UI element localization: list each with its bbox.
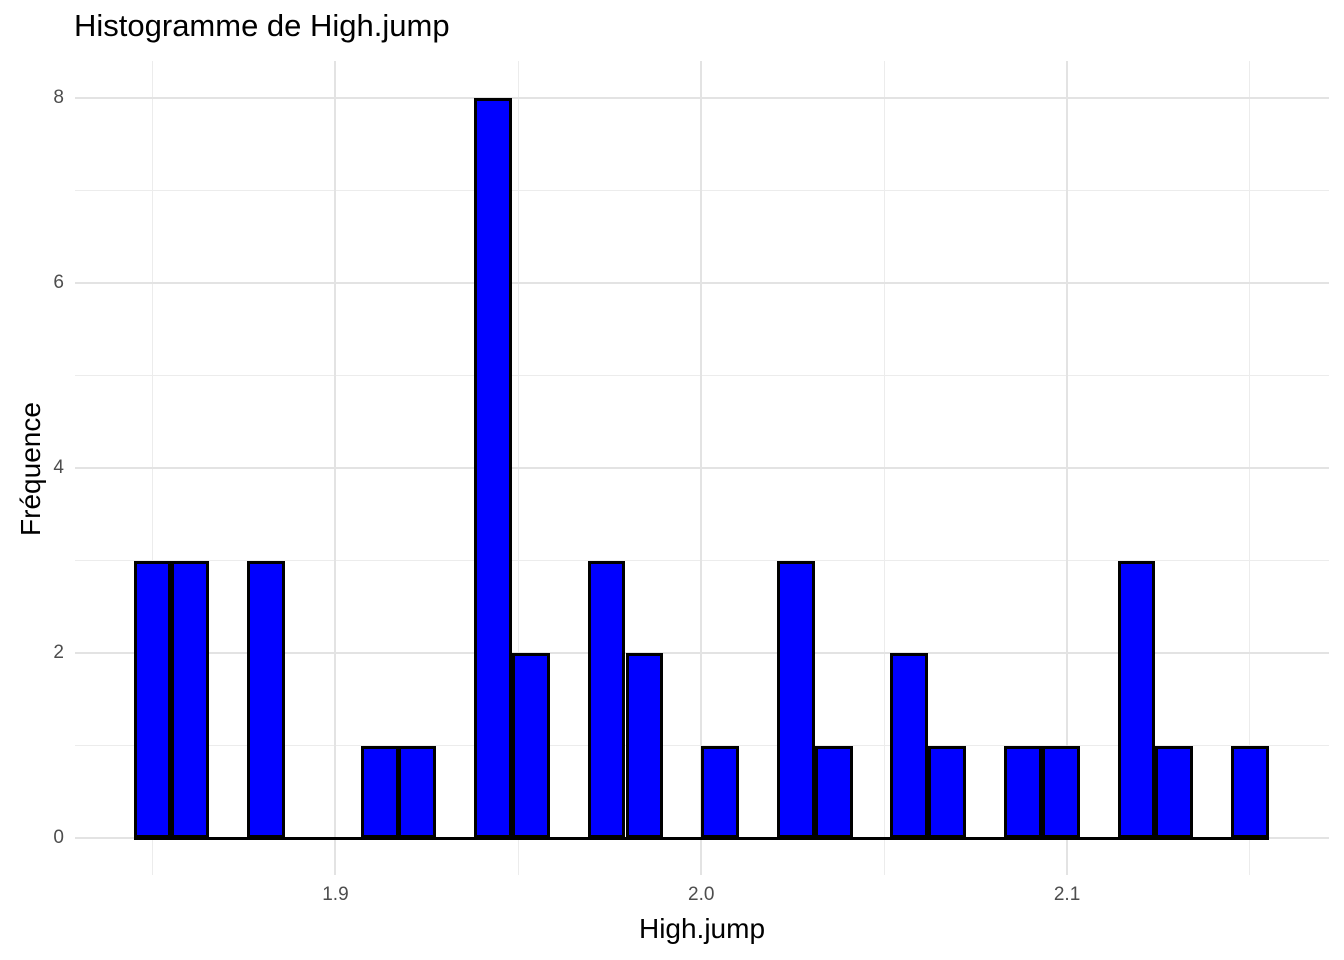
histogram-bar [511,653,550,838]
histogram-bar [701,745,740,838]
y-tick-label: 6 [53,272,64,293]
x-tick-label: 1.9 [322,884,349,905]
histogram-bar [890,653,929,838]
histogram-bar [1003,745,1042,838]
x-axis-title: High.jump [638,913,766,944]
histogram-bar [1117,560,1156,838]
histogram-bar [1231,745,1269,838]
y-tick-label: 8 [53,87,64,108]
axis-baseline [133,836,1269,840]
plot-title: Histogramme de High.jump [74,8,450,43]
histogram-bar [247,560,285,838]
histogram-bar [928,745,966,838]
y-tick-label: 2 [53,642,64,663]
histogram-bar [133,560,172,838]
x-tick-label: 2.0 [688,884,715,905]
histogram-bar [587,560,626,838]
histogram-bar [1041,745,1080,838]
gridline-x-major [334,61,337,875]
histogram-bar [1155,745,1194,838]
gridline-x-major [700,61,703,875]
histogram-bar [814,745,853,838]
histogram-bar [171,560,210,838]
histogram-bar [398,745,437,838]
y-axis-title: Fréquence [15,402,46,536]
y-tick-label: 0 [53,827,64,848]
histogram-bar [777,560,815,838]
histogram-bar [474,98,513,838]
gridline-x-major [1066,61,1069,875]
histogram-bar [625,653,664,838]
histogram-bar [360,745,399,838]
x-tick-label: 2.1 [1053,884,1081,905]
plot-panel [75,61,1329,875]
y-tick-label: 4 [53,457,64,478]
